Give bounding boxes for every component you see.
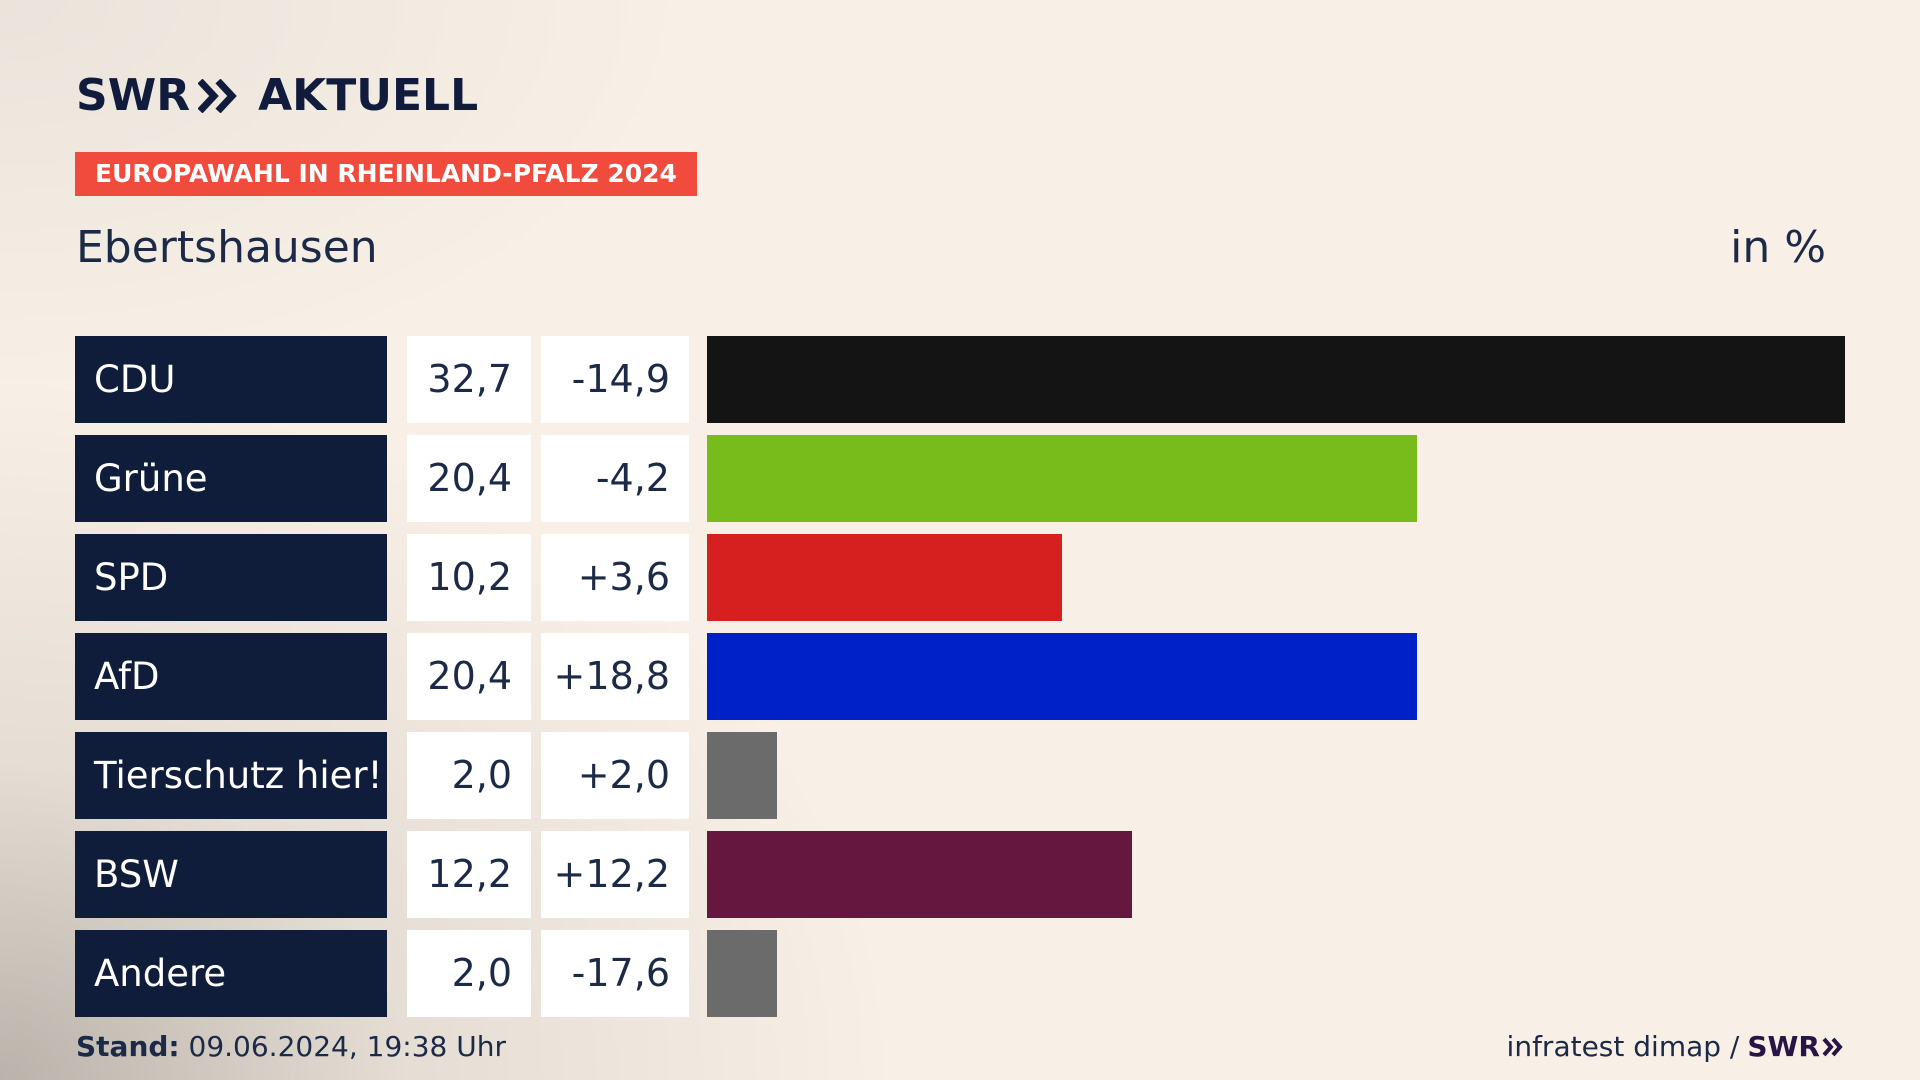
vote-share-bar [707,732,777,819]
result-row: CDU 32,7 -14,9 [75,336,1845,423]
vote-share-value: 2,0 [407,732,531,819]
stand-label: Stand: [76,1030,180,1063]
vote-share-value: 20,4 [407,633,531,720]
result-row: Andere 2,0 -17,6 [75,930,1845,1017]
vote-change-value: -17,6 [541,930,689,1017]
vote-share-bar [707,930,777,1017]
vote-change-value: -14,9 [541,336,689,423]
swr-aktuell-logo: SWR AKTUELL [76,70,478,121]
party-label: AfD [75,633,387,720]
result-row: Tierschutz hier! 2,0 +2,0 [75,732,1845,819]
source-credit: infratest dimap / SWR [1507,1030,1844,1063]
vote-change-value: +18,8 [541,633,689,720]
vote-change-value: +2,0 [541,732,689,819]
party-label: CDU [75,336,387,423]
result-row: SPD 10,2 +3,6 [75,534,1845,621]
election-tag: EUROPAWAHL IN RHEINLAND-PFALZ 2024 [75,152,697,196]
chevron-double-right-icon [198,78,238,113]
swr-small-logo: SWR [1747,1030,1844,1063]
vote-change-value: -4,2 [541,435,689,522]
vote-share-bar [707,336,1845,423]
vote-share-bar [707,534,1062,621]
vote-share-value: 2,0 [407,930,531,1017]
party-label: SPD [75,534,387,621]
source-text: infratest dimap / [1506,1030,1740,1063]
logo-swr-text: SWR [76,70,191,121]
vote-share-value: 20,4 [407,435,531,522]
vote-share-bar [707,831,1132,918]
logo-aktuell-text: AKTUELL [258,70,479,121]
vote-share-value: 10,2 [407,534,531,621]
vote-share-bar [707,435,1417,522]
vote-share-bar [707,633,1417,720]
vote-change-value: +3,6 [541,534,689,621]
result-row: BSW 12,2 +12,2 [75,831,1845,918]
vote-share-value: 32,7 [407,336,531,423]
vote-change-value: +12,2 [541,831,689,918]
result-row: AfD 20,4 +18,8 [75,633,1845,720]
result-row: Grüne 20,4 -4,2 [75,435,1845,522]
vote-share-value: 12,2 [407,831,531,918]
swr-small-text: SWR [1747,1030,1820,1063]
chevron-double-right-icon [1822,1037,1843,1056]
place-title: Ebertshausen [76,222,378,273]
party-label: Grüne [75,435,387,522]
party-label: Andere [75,930,387,1017]
party-label: Tierschutz hier! [75,732,387,819]
timestamp: Stand: 09.06.2024, 19:38 Uhr [76,1030,506,1063]
party-label: BSW [75,831,387,918]
stand-value: 09.06.2024, 19:38 Uhr [179,1030,506,1063]
unit-label: in % [1730,222,1826,273]
